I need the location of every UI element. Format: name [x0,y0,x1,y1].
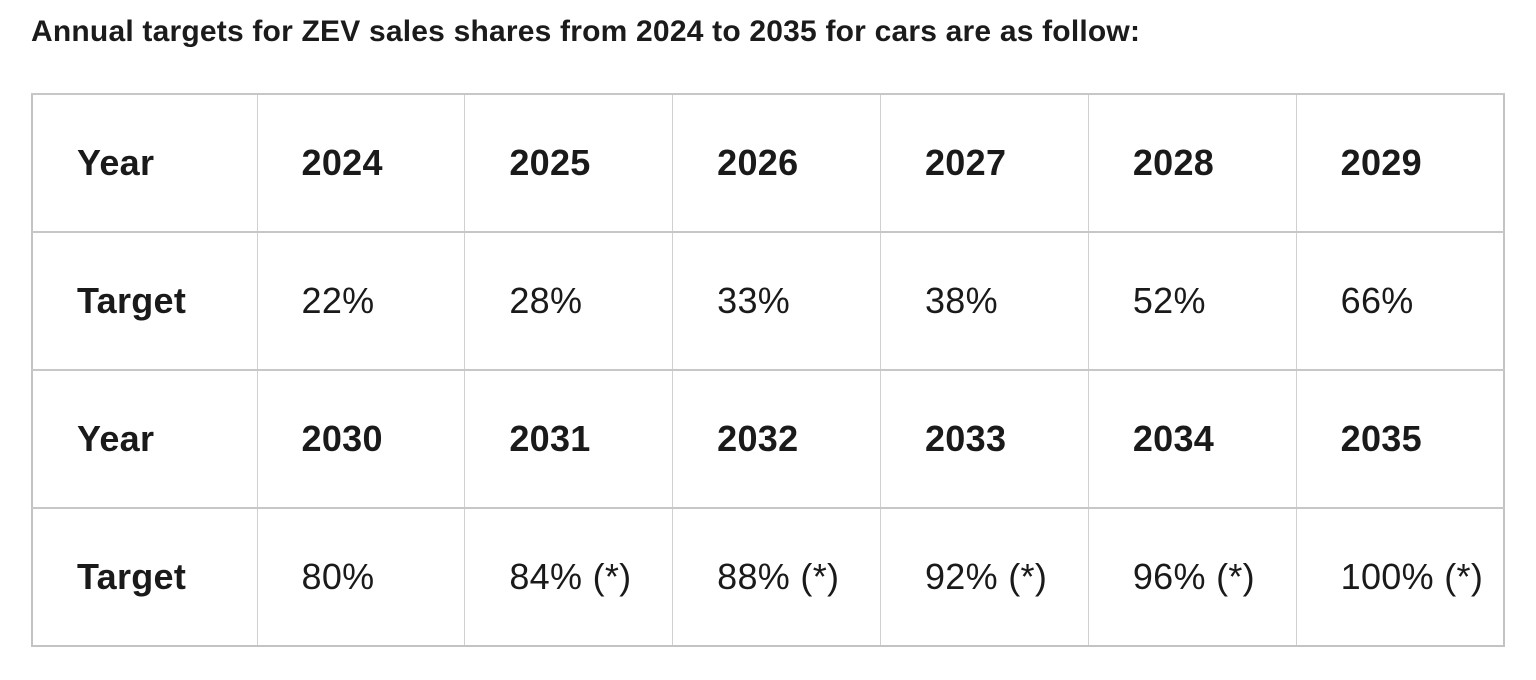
table-row-years-2030-2035: Year 2030 2031 2032 2033 2034 2035 [31,369,1504,508]
year-cell-2033: 2033 [879,369,1089,508]
target-cell-2031: 84% (*) [464,507,673,646]
table-row-targets-2024-2029: Target 22% 28% 33% 38% 52% 66% [31,231,1504,370]
year-cell-2030: 2030 [256,369,465,508]
table-row-years-2024-2029: Year 2024 2025 2026 2027 2028 2029 [31,93,1504,232]
year-cell-2025: 2025 [464,93,673,232]
target-cell-2028: 52% [1087,231,1297,370]
row-label-target-1: Target [31,231,257,370]
row-label-year-2: Year [31,369,257,508]
row-label-target-2: Target [31,507,257,646]
target-cell-2030: 80% [256,507,465,646]
year-cell-2031: 2031 [464,369,673,508]
page-title: Annual targets for ZEV sales shares from… [31,15,1141,48]
year-cell-2024: 2024 [256,93,465,232]
year-cell-2034: 2034 [1087,369,1297,508]
year-cell-2029: 2029 [1295,93,1504,232]
year-cell-2032: 2032 [672,369,881,508]
target-cell-2033: 92% (*) [879,507,1089,646]
target-cell-2034: 96% (*) [1087,507,1297,646]
target-cell-2032: 88% (*) [672,507,881,646]
target-cell-2027: 38% [879,231,1089,370]
year-cell-2027: 2027 [879,93,1089,232]
zev-targets-table: Year 2024 2025 2026 2027 2028 2029 Targe… [31,93,1505,647]
row-label-year-1: Year [31,93,257,232]
year-cell-2035: 2035 [1295,369,1504,508]
year-cell-2028: 2028 [1087,93,1297,232]
target-cell-2035: 100% (*) [1295,507,1504,646]
target-cell-2025: 28% [464,231,673,370]
year-cell-2026: 2026 [672,93,881,232]
target-cell-2024: 22% [256,231,465,370]
target-cell-2026: 33% [672,231,881,370]
table-row-targets-2030-2035: Target 80% 84% (*) 88% (*) 92% (*) 96% (… [31,507,1504,646]
target-cell-2029: 66% [1295,231,1504,370]
